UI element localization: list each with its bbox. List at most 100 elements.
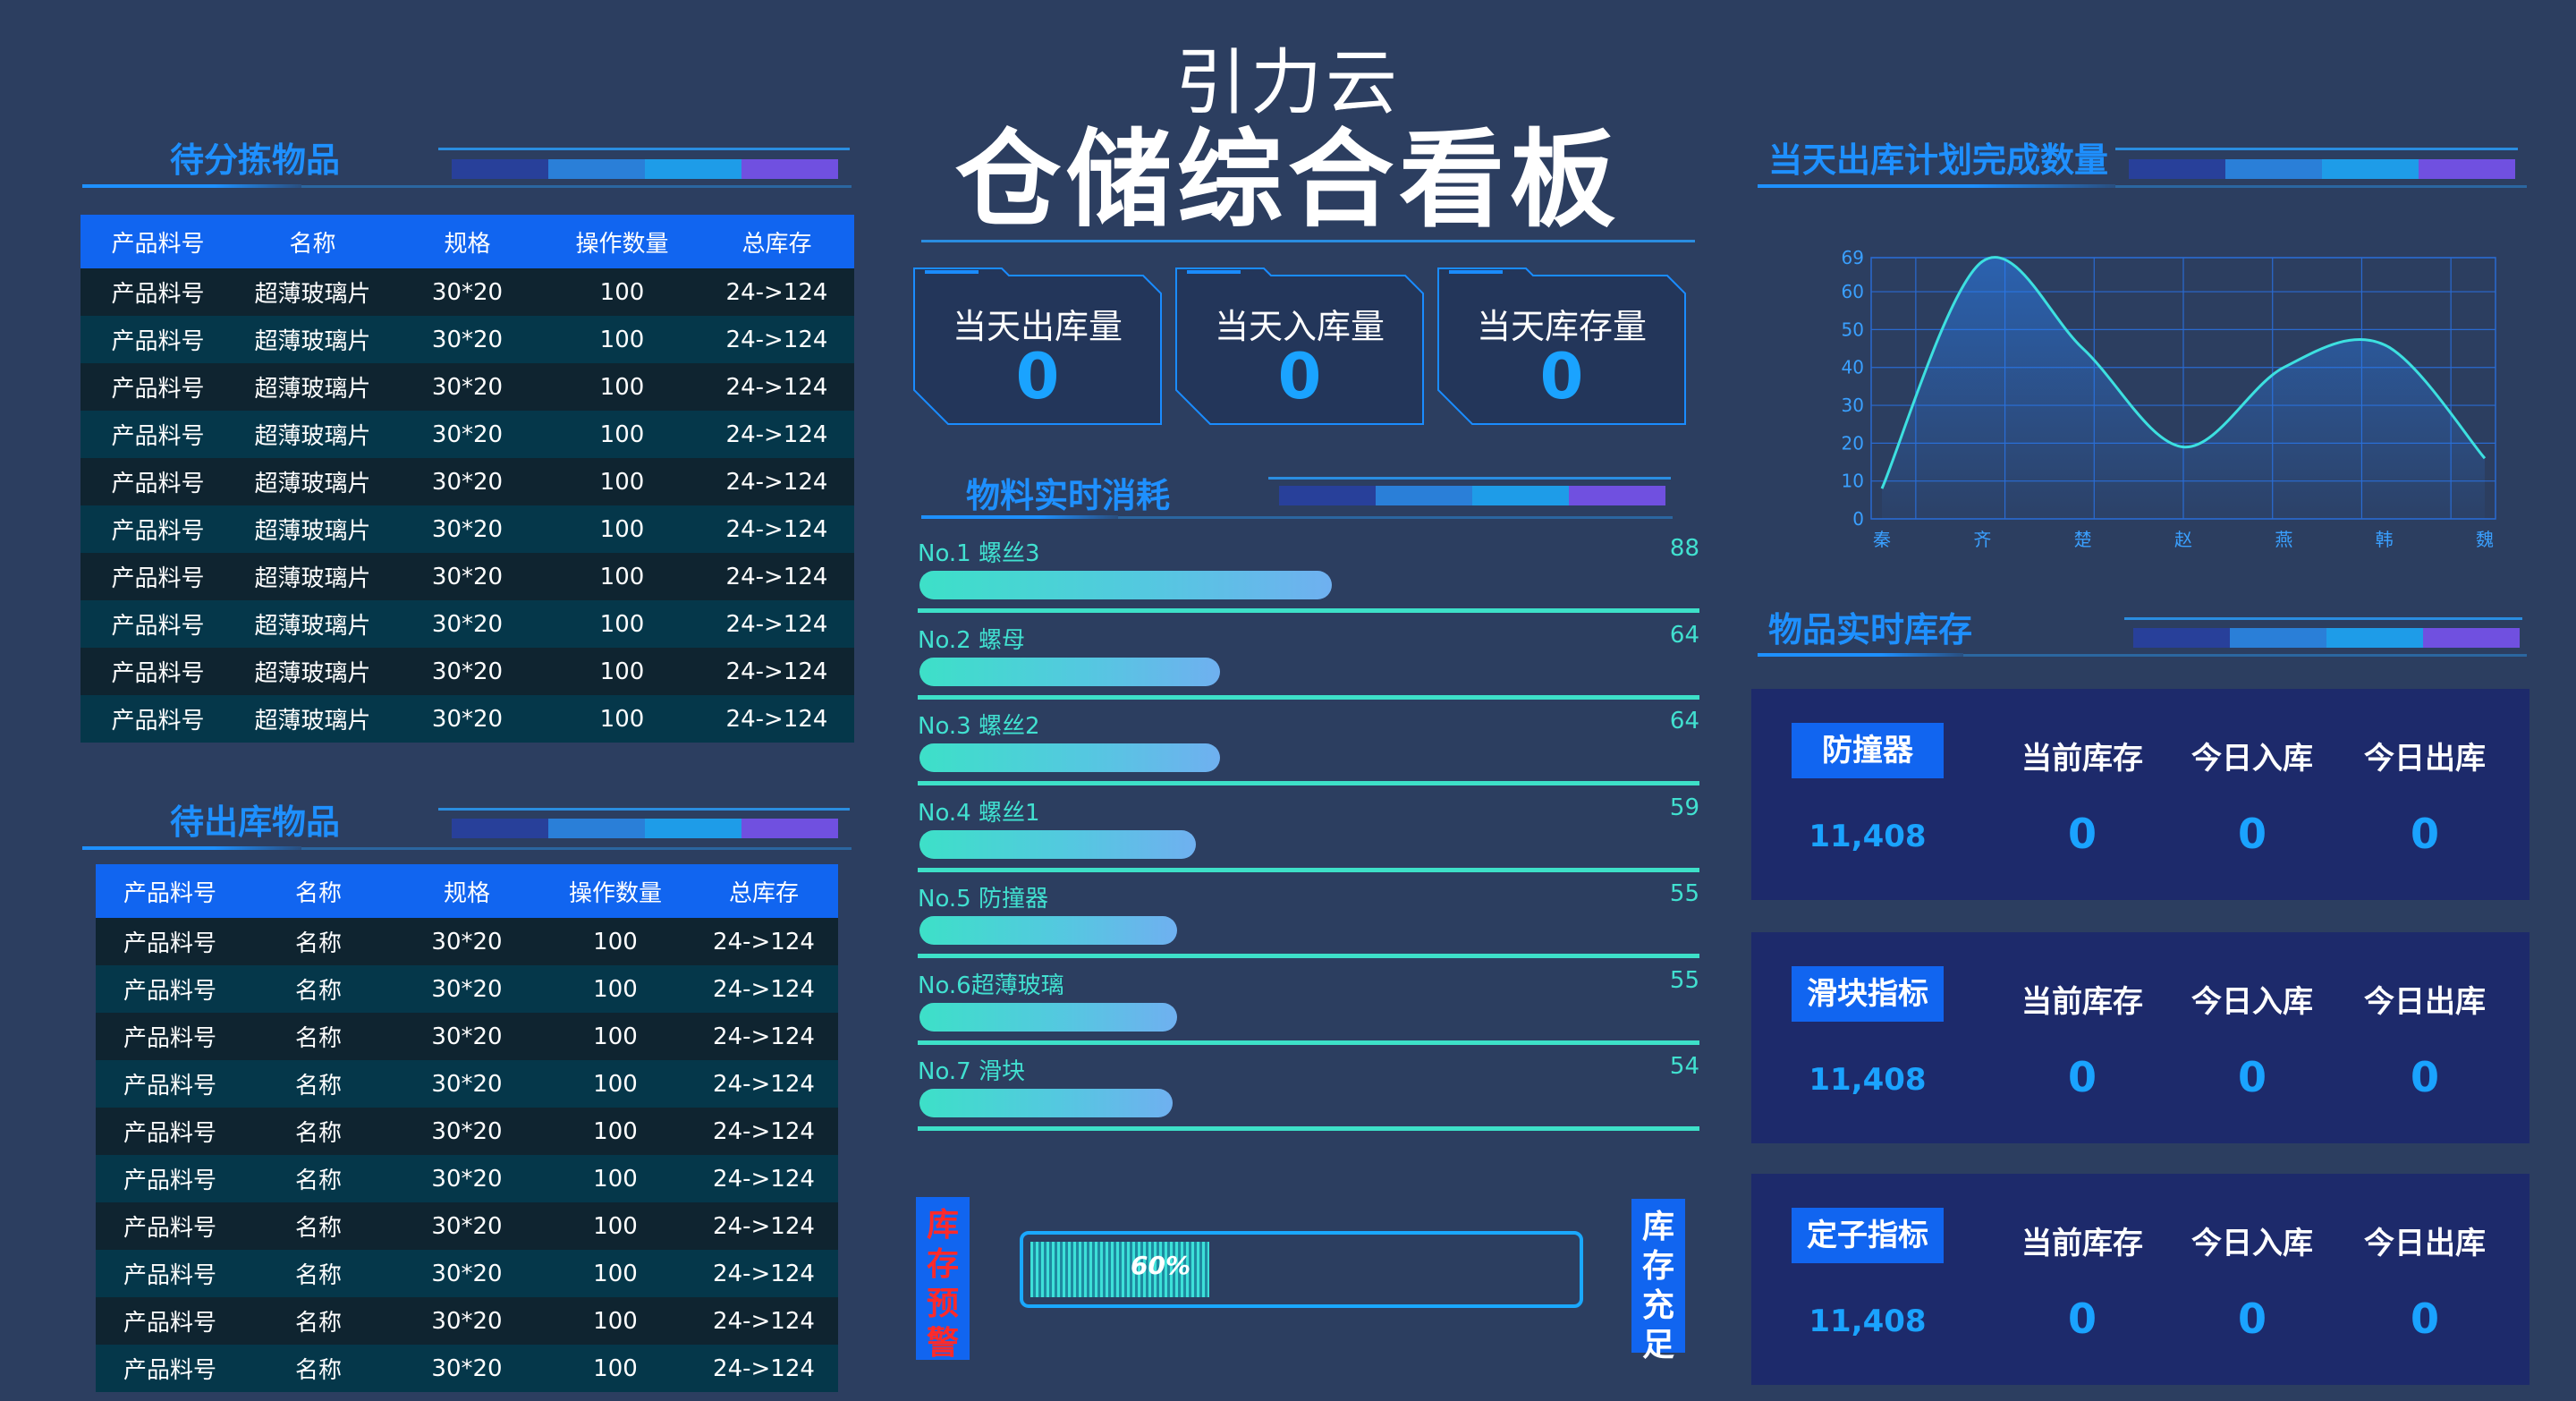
table-cell: 24->124	[690, 1013, 838, 1060]
plan-x-tick-label: 楚	[2074, 529, 2092, 550]
table-cell: 24->124	[699, 553, 854, 600]
table-row[interactable]: 产品料号 名称 30*20 100 24->124	[96, 965, 838, 1013]
plan-series-line	[1880, 256, 2487, 489]
table-cell: 100	[541, 1108, 690, 1155]
table-row[interactable]: 产品料号 超薄玻璃片 30*20 100 24->124	[80, 458, 854, 505]
table-row[interactable]: 产品料号 名称 30*20 100 24->124	[96, 1202, 838, 1250]
table-row[interactable]: 产品料号 名称 30*20 100 24->124	[96, 918, 838, 965]
stat-value: 0	[1015, 340, 1060, 413]
table-cell: 产品料号	[80, 553, 235, 600]
consumption-track	[918, 867, 1699, 872]
stock-gauge-fill	[1030, 1242, 1209, 1297]
table-row[interactable]: 产品料号 名称 30*20 100 24->124	[96, 1108, 838, 1155]
table-row[interactable]: 产品料号 名称 30*20 100 24->124	[96, 1155, 838, 1202]
table-row[interactable]: 产品料号 超薄玻璃片 30*20 100 24->124	[80, 268, 854, 316]
stock-amount: 11,408	[1809, 1303, 1927, 1339]
realtime-stock-title: 物品实时库存	[1768, 610, 1973, 650]
table-row[interactable]: 产品料号 名称 30*20 100 24->124	[96, 1060, 838, 1108]
table-row[interactable]: 产品料号 名称 30*20 100 24->124	[96, 1297, 838, 1345]
table-cell: 30*20	[390, 363, 545, 411]
table-cell: 30*20	[390, 411, 545, 458]
today-in-value: 0	[2237, 1295, 2267, 1343]
table-row[interactable]: 产品料号 超薄玻璃片 30*20 100 24->124	[80, 648, 854, 695]
table-row[interactable]: 产品料号 超薄玻璃片 30*20 100 24->124	[80, 600, 854, 648]
pending-pick-underline	[82, 184, 301, 188]
plan-x-tick-label: 秦	[1873, 529, 1891, 550]
header-current-stock: 当前库存	[2021, 741, 2143, 777]
pending-pick-column-header: 规格	[390, 215, 545, 268]
table-cell: 100	[541, 1202, 690, 1250]
stock-panel-stator: 定子指标 当前库存 今日入库 今日出库 11,408 0 0 0	[1751, 1174, 2529, 1385]
table-cell: 30*20	[393, 918, 541, 965]
center-top-rule	[921, 240, 1695, 242]
plan-y-tick-label: 10	[1842, 471, 1864, 492]
pending-out-rule	[301, 847, 852, 850]
plan-y-tick-label: 60	[1842, 281, 1864, 302]
today-out-value: 0	[2410, 1053, 2439, 1101]
table-cell: 30*20	[390, 695, 545, 743]
table-cell: 30*20	[390, 316, 545, 363]
plan-chart-title: 当天出库计划完成数量	[1768, 140, 2109, 180]
consumption-bar	[919, 916, 1177, 945]
table-row[interactable]: 产品料号 超薄玻璃片 30*20 100 24->124	[80, 316, 854, 363]
table-cell: 100	[541, 1155, 690, 1202]
table-cell: 名称	[244, 1155, 393, 1202]
table-row[interactable]: 产品料号 名称 30*20 100 24->124	[96, 1013, 838, 1060]
consumption-deco-bar	[1279, 486, 1665, 505]
table-cell: 24->124	[699, 695, 854, 743]
table-cell: 24->124	[699, 268, 854, 316]
table-cell: 24->124	[690, 1297, 838, 1345]
header-current-stock: 当前库存	[2021, 984, 2143, 1020]
table-cell: 30*20	[390, 553, 545, 600]
table-cell: 超薄玻璃片	[235, 553, 390, 600]
header-current-stock: 当前库存	[2021, 1226, 2143, 1261]
header-today-out: 今日出库	[2364, 1226, 2486, 1261]
consumption-item-name: No.6超薄玻璃	[918, 972, 1064, 999]
pending-out-column-header: 规格	[393, 864, 541, 918]
table-cell: 产品料号	[96, 1250, 244, 1297]
table-row[interactable]: 产品料号 超薄玻璃片 30*20 100 24->124	[80, 363, 854, 411]
table-row[interactable]: 产品料号 超薄玻璃片 30*20 100 24->124	[80, 553, 854, 600]
table-row[interactable]: 产品料号 名称 30*20 100 24->124	[96, 1250, 838, 1297]
table-cell: 24->124	[699, 363, 854, 411]
consumption-item-value: 64	[1669, 621, 1699, 649]
pending-pick-title: 待分拣物品	[170, 140, 341, 180]
consumption-item-value: 88	[1669, 535, 1699, 562]
table-cell: 30*20	[390, 648, 545, 695]
table-cell: 30*20	[390, 600, 545, 648]
table-row[interactable]: 产品料号 超薄玻璃片 30*20 100 24->124	[80, 505, 854, 553]
table-cell: 100	[545, 268, 699, 316]
table-cell: 100	[545, 411, 699, 458]
consumption-item-value: 59	[1669, 794, 1699, 821]
table-cell: 超薄玻璃片	[235, 648, 390, 695]
today-out-value: 0	[2410, 810, 2439, 858]
pending-pick-deco-bar	[452, 159, 838, 179]
table-cell: 100	[545, 553, 699, 600]
table-cell: 100	[541, 1345, 690, 1392]
stat-label: 当天入库量	[1214, 307, 1385, 346]
realtime-stock-deco-line	[2124, 617, 2522, 620]
table-row[interactable]: 产品料号 超薄玻璃片 30*20 100 24->124	[80, 411, 854, 458]
stock-item-name: 防撞器	[1792, 723, 1944, 778]
plan-x-tick-label: 赵	[2174, 529, 2192, 550]
table-cell: 名称	[244, 1297, 393, 1345]
consumption-track	[918, 608, 1699, 613]
stock-gauge-percent: 60%	[1131, 1251, 1191, 1280]
pending-pick-column-header: 操作数量	[545, 215, 699, 268]
table-cell: 100	[545, 695, 699, 743]
stock-amount: 11,408	[1809, 1062, 1927, 1098]
realtime-stock-deco-bar	[2133, 628, 2520, 648]
table-cell: 30*20	[393, 1250, 541, 1297]
table-cell: 产品料号	[80, 458, 235, 505]
table-cell: 24->124	[690, 1155, 838, 1202]
stat-label: 当天出库量	[952, 307, 1123, 346]
realtime-stock-underline	[1758, 653, 1963, 657]
table-cell: 30*20	[390, 268, 545, 316]
stock-panel-bumper: 防撞器 当前库存 今日入库 今日出库 11,408 0 0 0	[1751, 689, 2529, 900]
table-row[interactable]: 产品料号 超薄玻璃片 30*20 100 24->124	[80, 695, 854, 743]
pending-pick-column-header: 名称	[235, 215, 390, 268]
plan-y-tick-label: 0	[1852, 508, 1864, 530]
table-row[interactable]: 产品料号 名称 30*20 100 24->124	[96, 1345, 838, 1392]
table-cell: 名称	[244, 1060, 393, 1108]
table-cell: 30*20	[393, 1060, 541, 1108]
